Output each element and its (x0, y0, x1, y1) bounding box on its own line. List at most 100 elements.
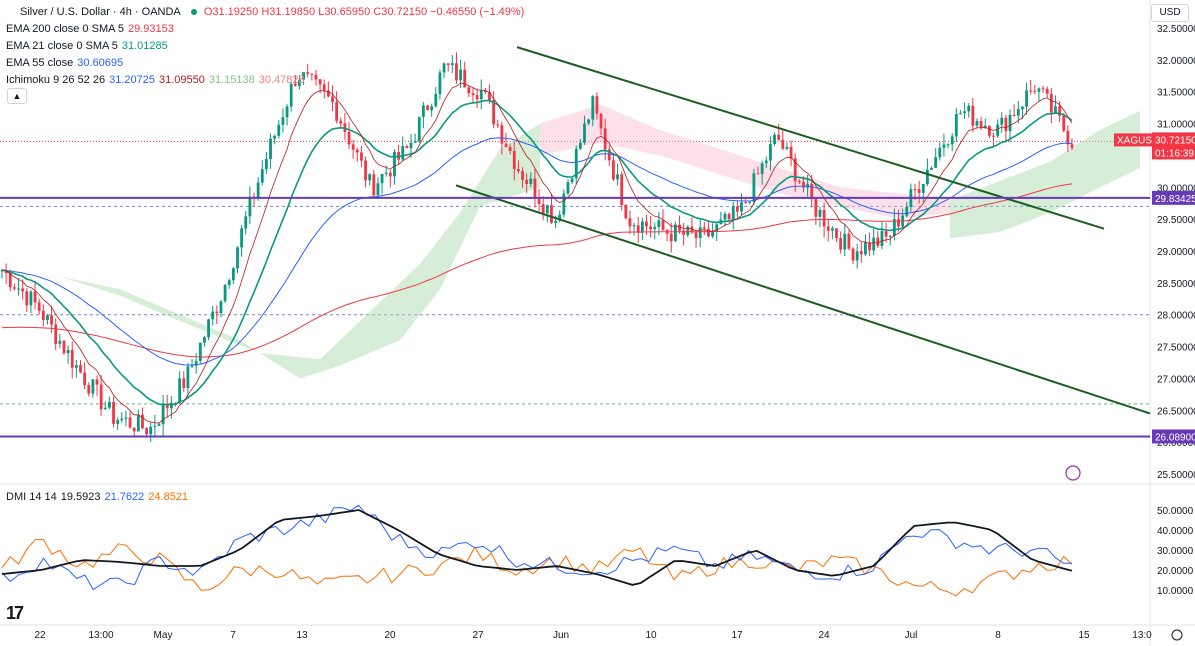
candle-body (108, 401, 111, 408)
candle-body (752, 173, 756, 202)
ichimoku-legend[interactable]: Ichimoku 9 26 52 26 31.20725 31.09550 31.15… (6, 72, 309, 88)
candle-body (525, 179, 529, 184)
candle-body (157, 424, 161, 426)
candle-body (182, 378, 186, 388)
candle-body (248, 196, 252, 217)
candle-body (930, 167, 933, 170)
candle-body (190, 365, 194, 367)
tradingview-logo-icon[interactable]: 17 (6, 603, 24, 623)
candle-body (326, 90, 330, 97)
candle-body (277, 124, 281, 136)
candle-body (868, 242, 871, 251)
candle-body (628, 218, 632, 227)
candle-body (612, 160, 615, 180)
candle-body (285, 106, 289, 118)
ichimoku-v4: 30.47828 (258, 74, 305, 86)
candle-body (521, 171, 524, 180)
candle-body (236, 247, 239, 269)
candle-body (203, 337, 206, 343)
candle-body (265, 158, 268, 170)
candle-body (50, 315, 53, 325)
candle-body (1016, 109, 1020, 116)
candle-body (785, 146, 789, 149)
candle-body (95, 379, 99, 385)
candles-group (0, 52, 1074, 443)
candle-body (483, 90, 487, 93)
candle-body (178, 378, 182, 403)
dmi-legend[interactable]: DMI 14 14 19.5923 21.7622 24.8521 (6, 489, 192, 505)
candle-body (640, 221, 644, 233)
candle-body (636, 225, 640, 233)
candle-body (566, 182, 570, 194)
ema55-label: EMA 55 close (6, 57, 74, 69)
ema200-legend[interactable]: EMA 200 close 0 SMA 5 29.93153 (6, 21, 178, 37)
candle-body (529, 178, 533, 184)
candle-body (822, 210, 826, 227)
symbol-title[interactable]: Silver / U.S. Dollar · 4h · OANDA (20, 6, 181, 18)
candle-body (153, 425, 157, 427)
candle-body (244, 216, 248, 229)
candle-body (657, 220, 661, 228)
time-tick-label: 13:0 (1132, 630, 1152, 641)
candle-body (645, 221, 648, 227)
candle-body (959, 113, 962, 115)
candle-body (331, 96, 334, 102)
candle-body (103, 407, 107, 410)
candle-body (401, 146, 405, 160)
candle-body (1008, 114, 1012, 132)
level-upper-tag: 29.83425 (1155, 194, 1195, 205)
candle-body (917, 189, 921, 193)
candle-body (1021, 106, 1024, 110)
candle-body (417, 116, 421, 142)
candle-body (847, 233, 851, 249)
price-tick-label: 32.50000 (1157, 24, 1195, 35)
candle-body (950, 136, 954, 145)
candle-body (145, 428, 148, 435)
ema21-label: EMA 21 close 0 SMA 5 (6, 40, 118, 52)
price-tick-label: 30.00000 (1157, 183, 1195, 194)
candle-body (905, 206, 909, 216)
dmi-tick-label: 30.0000 (1157, 546, 1194, 557)
candle-body (17, 288, 20, 290)
candle-body (87, 385, 91, 394)
candle-body (570, 178, 574, 183)
candle-body (293, 83, 297, 86)
candle-body (975, 121, 979, 126)
candle-body (702, 227, 706, 229)
candle-body (727, 213, 731, 220)
candle-body (735, 206, 739, 212)
ema21-legend[interactable]: EMA 21 close 0 SMA 5 31.01285 (6, 38, 172, 54)
ema55-legend[interactable]: EMA 55 close 30.60695 (6, 55, 127, 71)
countdown-tag-bg (1152, 145, 1195, 160)
symbol-tag-bg (1114, 133, 1152, 147)
candle-body (616, 174, 619, 180)
candle-body (583, 123, 586, 143)
candle-body (360, 152, 363, 161)
candle-body (678, 224, 681, 231)
candle-body (756, 173, 760, 175)
price-tick-label: 31.50000 (1157, 88, 1195, 99)
candle-body (298, 79, 301, 86)
candle-body (926, 169, 929, 185)
candle-body (698, 227, 702, 238)
candle-body (1025, 90, 1028, 107)
candle-body (545, 205, 549, 214)
candle-body (438, 72, 442, 95)
candle-body (921, 184, 925, 193)
price-tick-label: 27.00000 (1157, 374, 1195, 385)
candle-body (996, 124, 1000, 136)
currency-button[interactable]: USD (1151, 4, 1189, 22)
candle-body (508, 147, 512, 152)
candle-body (595, 96, 599, 114)
collapse-legend-button[interactable]: ▲ (7, 88, 27, 104)
dmi-tick-label: 50.0000 (1157, 506, 1194, 517)
candle-body (207, 319, 210, 338)
candle-body (992, 135, 995, 137)
symbol-tag: XAGUSD (1117, 135, 1159, 146)
candle-body (1058, 106, 1062, 116)
candle-body (112, 401, 115, 424)
candle-body (91, 379, 95, 394)
candle-body (62, 340, 66, 354)
symbol-legend: Silver / U.S. Dollar · 4h · OANDA O31.19… (6, 4, 528, 20)
